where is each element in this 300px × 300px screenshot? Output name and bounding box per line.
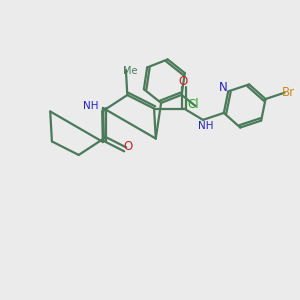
Text: O: O: [178, 75, 188, 88]
Text: N: N: [219, 81, 228, 94]
Text: Me: Me: [123, 66, 137, 76]
Text: Cl: Cl: [188, 98, 200, 111]
Text: NH: NH: [198, 121, 214, 131]
Text: Br: Br: [282, 86, 295, 99]
Text: NH: NH: [83, 100, 98, 111]
Text: O: O: [124, 140, 133, 153]
